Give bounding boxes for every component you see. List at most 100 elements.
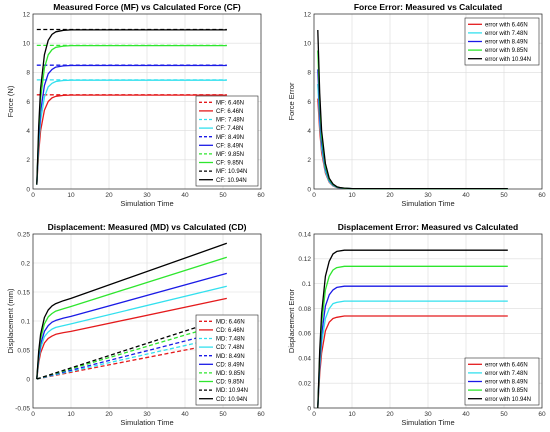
x-tick-label: 20 <box>386 411 394 418</box>
y-tick-label: 0.15 <box>17 289 30 296</box>
y-tick-label: 2 <box>26 157 30 164</box>
x-tick-label: 20 <box>386 192 394 199</box>
legend-label: error with 8.49N <box>485 380 528 386</box>
y-tick-label: 10 <box>304 40 312 47</box>
legend-label: MF: 8.49N <box>216 135 244 141</box>
x-tick-label: 30 <box>424 411 432 418</box>
chart-title: Displacement Error: Measured vs Calculat… <box>338 222 518 232</box>
legend-label: CD: 8.49N <box>216 362 244 368</box>
series-lines <box>317 249 508 409</box>
x-tick-label: 10 <box>348 411 356 418</box>
series-lines <box>36 28 227 185</box>
legend-label: MD: 8.49N <box>216 354 245 360</box>
x-tick-label: 50 <box>500 192 508 199</box>
legend-label: CD: 9.85N <box>216 380 244 386</box>
legend-label: error with 6.46N <box>485 362 528 368</box>
x-tick-label: 40 <box>181 192 189 199</box>
x-tick-label: 20 <box>105 411 113 418</box>
y-axis-label: Displacement Error <box>287 288 296 353</box>
x-tick-label: 30 <box>143 192 151 199</box>
legend-label: CF: 7.48N <box>216 126 243 132</box>
y-tick-label: 0.12 <box>298 256 311 263</box>
series-line <box>317 29 508 190</box>
series-line <box>317 249 508 409</box>
y-axis-label: Force Error <box>287 82 296 120</box>
series-line <box>36 94 227 185</box>
y-tick-label: -0.05 <box>15 405 30 412</box>
series-line <box>36 29 227 185</box>
legend: error with 6.46N error with 7.48N error wi… <box>464 17 540 66</box>
y-tick-label: 6 <box>307 99 311 106</box>
x-axis-label: Simulation Time <box>401 418 454 427</box>
x-tick-label: 40 <box>462 411 470 418</box>
legend-label: MD: 10.94N <box>216 388 248 394</box>
legend-label: error with 10.94N <box>485 397 531 403</box>
legend-label: error with 6.46N <box>485 22 528 28</box>
x-axis-label: Simulation Time <box>401 199 454 208</box>
chart-title: Measured Force (MF) vs Calculated Force … <box>53 2 241 12</box>
x-tick-label: 60 <box>257 411 265 418</box>
x-tick-label: 50 <box>500 411 508 418</box>
x-tick-label: 10 <box>67 192 75 199</box>
legend-label: CF: 8.49N <box>216 143 243 149</box>
chart-panel-1: 0 10 20 30 40 50 60 0 2 4 6 8 10 12 Measured Force (MF… <box>6 2 265 208</box>
legend-label: CD: 6.46N <box>216 328 244 334</box>
x-tick-label: 0 <box>312 411 316 418</box>
legend-label: MF: 7.48N <box>216 118 244 124</box>
x-axis-label: Simulation Time <box>120 418 173 427</box>
x-axis-label: Simulation Time <box>120 199 173 208</box>
y-tick-label: 0 <box>26 376 30 383</box>
x-tick-label: 10 <box>348 192 356 199</box>
chart-title: Force Error: Measured vs Calculated <box>354 2 502 12</box>
y-tick-label: 0.14 <box>298 231 311 238</box>
y-tick-label: 0 <box>307 186 311 193</box>
legend-label: error with 7.48N <box>485 31 528 37</box>
x-tick-label: 50 <box>219 192 227 199</box>
x-tick-label: 10 <box>67 411 75 418</box>
y-tick-label: 12 <box>23 11 31 18</box>
axes-box <box>32 233 262 409</box>
y-tick-label: 0.06 <box>298 331 311 338</box>
legend-label: error with 9.85N <box>485 388 528 394</box>
series-lines <box>36 242 228 380</box>
chart-panel-4: 0 10 20 30 40 50 60 0 0.02 0.04 0.06 0.08 0.1 0.12 0.1… <box>287 222 546 427</box>
y-tick-label: 4 <box>26 128 30 135</box>
y-tick-label: 12 <box>304 11 312 18</box>
y-tick-label: 0.25 <box>17 231 30 238</box>
legend-label: CD: 7.48N <box>216 345 244 351</box>
y-tick-label: 0 <box>26 186 30 193</box>
legend-label: MF: 9.85N <box>216 152 244 158</box>
y-tick-label: 0.1 <box>21 318 30 325</box>
y-tick-label: 0.02 <box>298 380 311 387</box>
legend-label: MD: 6.46N <box>216 319 245 325</box>
x-tick-label: 40 <box>181 411 189 418</box>
y-tick-label: 0 <box>307 405 311 412</box>
legend-label: MF: 10.94N <box>216 169 247 175</box>
x-tick-label: 40 <box>462 192 470 199</box>
y-tick-label: 0.05 <box>17 347 30 354</box>
y-tick-label: 0.2 <box>21 260 30 267</box>
series-lines <box>317 29 508 190</box>
series-line <box>36 322 227 380</box>
legend: MF: 6.46N CF: 6.46N MF: 7.48N CF: 7.48N MF: … <box>195 95 259 187</box>
x-tick-label: 60 <box>538 192 546 199</box>
series-line <box>36 316 228 380</box>
legend-label: error with 8.49N <box>485 40 528 46</box>
y-tick-label: 0.04 <box>298 356 311 363</box>
x-tick-label: 30 <box>424 192 432 199</box>
legend-label: error with 7.48N <box>485 371 528 377</box>
y-tick-label: 8 <box>307 70 311 77</box>
series-line <box>36 329 227 380</box>
y-tick-label: 4 <box>307 128 311 135</box>
legend-label: MD: 7.48N <box>216 337 245 343</box>
chart-panel-2: 0 10 20 30 40 50 60 0 2 4 6 8 10 12 Force Error: Measu… <box>287 2 546 208</box>
x-tick-label: 0 <box>312 192 316 199</box>
chart-title: Displacement: Measured (MD) vs Calculate… <box>48 222 247 232</box>
y-tick-label: 8 <box>26 70 30 77</box>
chart-panel-3: 0 10 20 30 40 50 60-0.0500.050.10.150.20.25Dis… <box>6 222 265 427</box>
x-tick-label: 60 <box>538 411 546 418</box>
x-tick-label: 0 <box>31 192 35 199</box>
legend: MD: 6.46N CD: 6.46N MD: 7.48N CD: 7.48N MD: … <box>195 314 259 406</box>
x-tick-label: 60 <box>257 192 265 199</box>
